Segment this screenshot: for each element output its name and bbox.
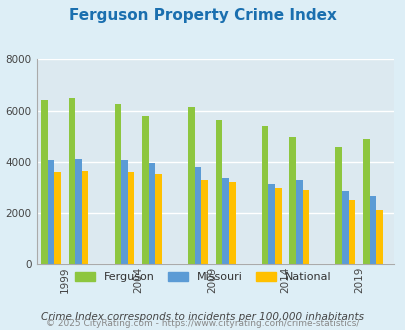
Bar bbox=[128, 172, 134, 264]
Bar bbox=[114, 104, 121, 264]
Bar bbox=[274, 188, 281, 264]
Bar bbox=[188, 107, 194, 264]
Bar bbox=[215, 119, 222, 264]
Bar bbox=[149, 163, 155, 264]
Bar bbox=[295, 180, 302, 264]
Bar bbox=[347, 200, 354, 264]
Bar bbox=[268, 184, 274, 264]
Bar bbox=[228, 182, 235, 264]
Bar bbox=[222, 178, 228, 264]
Bar bbox=[375, 210, 382, 264]
Bar bbox=[194, 167, 201, 264]
Bar bbox=[289, 137, 295, 264]
Bar bbox=[341, 191, 347, 264]
Bar bbox=[369, 196, 375, 264]
Bar bbox=[142, 115, 149, 264]
Text: Crime Index corresponds to incidents per 100,000 inhabitants: Crime Index corresponds to incidents per… bbox=[41, 312, 364, 322]
Bar bbox=[75, 159, 82, 264]
Bar bbox=[68, 98, 75, 264]
Bar bbox=[121, 160, 128, 264]
Bar bbox=[302, 190, 308, 264]
Text: © 2025 CityRating.com - https://www.cityrating.com/crime-statistics/: © 2025 CityRating.com - https://www.city… bbox=[46, 319, 359, 328]
Bar bbox=[261, 126, 268, 264]
Bar bbox=[47, 160, 54, 264]
Text: Ferguson Property Crime Index: Ferguson Property Crime Index bbox=[69, 8, 336, 23]
Bar bbox=[155, 175, 162, 264]
Bar bbox=[82, 171, 88, 264]
Bar bbox=[335, 148, 341, 264]
Legend: Ferguson, Missouri, National: Ferguson, Missouri, National bbox=[70, 267, 335, 286]
Bar bbox=[54, 172, 61, 264]
Bar bbox=[362, 139, 369, 264]
Bar bbox=[201, 180, 207, 264]
Bar bbox=[41, 100, 47, 264]
